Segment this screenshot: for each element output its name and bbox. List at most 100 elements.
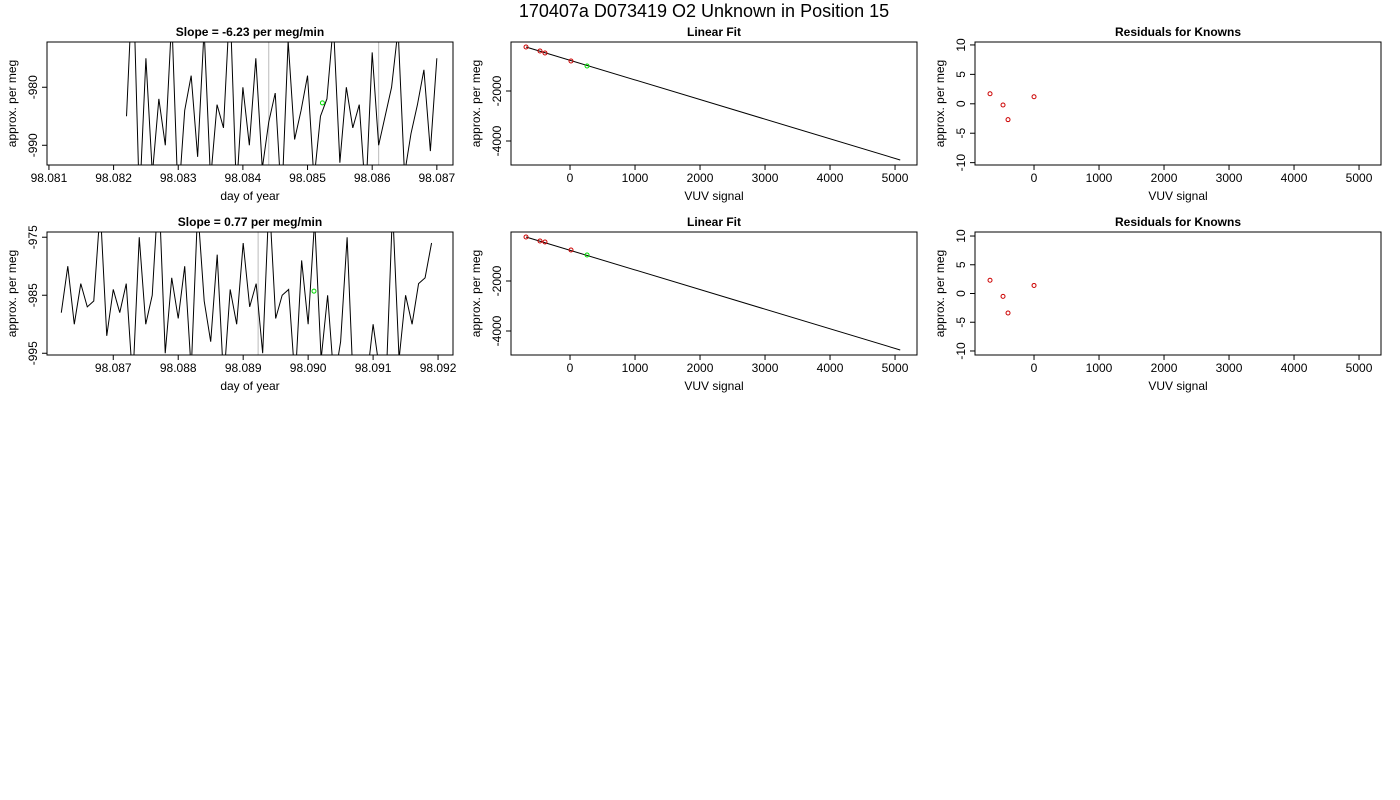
- data-point: [987, 277, 993, 283]
- y-tick-label: 10: [954, 229, 968, 243]
- y-axis-label: approx. per meg: [5, 60, 19, 147]
- plot-area: [60, 232, 433, 355]
- x-tick-label: 98.087: [95, 361, 132, 375]
- x-tick-label: 5000: [882, 171, 909, 185]
- x-tick-label: 1000: [1086, 171, 1113, 185]
- x-tick-label: 5000: [1346, 361, 1373, 375]
- y-tick-label: 10: [954, 38, 968, 52]
- data-point: [311, 288, 317, 294]
- data-point: [987, 91, 993, 97]
- y-tick-label: -2000: [490, 75, 504, 106]
- x-tick-label: 98.088: [160, 361, 197, 375]
- data-point: [568, 58, 574, 64]
- data-point: [542, 50, 548, 56]
- data-point: [319, 100, 325, 106]
- plot-area: [523, 44, 901, 161]
- y-tick-label: -995: [26, 341, 40, 365]
- x-tick-label: 98.092: [420, 361, 457, 375]
- panel: Slope = -6.23 per meg/min day of year appr…: [5, 25, 455, 203]
- x-tick-label: 98.087: [418, 171, 455, 185]
- x-tick-label: 4000: [1281, 171, 1308, 185]
- data-point: [584, 252, 590, 258]
- x-tick-label: 1000: [622, 361, 649, 375]
- x-tick-label: 3000: [1216, 361, 1243, 375]
- y-tick-label: -990: [26, 133, 40, 157]
- panel: Residuals for Knowns VUV signal approx. pe…: [933, 25, 1382, 203]
- y-tick-label: -985: [26, 283, 40, 307]
- y-tick-label: -5: [954, 128, 968, 139]
- y-axis-label: approx. per meg: [469, 250, 483, 337]
- x-tick-label: 3000: [752, 361, 779, 375]
- x-tick-label: 98.086: [354, 171, 391, 185]
- x-tick-label: 98.085: [289, 171, 326, 185]
- plot-area: [987, 277, 1037, 316]
- data-line: [525, 46, 901, 161]
- x-tick-label: 98.082: [95, 171, 132, 185]
- x-axis-label: day of year: [220, 379, 279, 393]
- y-tick-label: 5: [954, 261, 968, 268]
- x-tick-label: 3000: [752, 171, 779, 185]
- x-axis-label: VUV signal: [684, 379, 743, 393]
- panel-title: Linear Fit: [687, 215, 741, 229]
- data-point: [1000, 293, 1006, 299]
- y-tick-label: -975: [26, 225, 40, 249]
- y-tick-label: 0: [954, 100, 968, 107]
- panel-title: Residuals for Knowns: [1115, 215, 1241, 229]
- x-axis-label: day of year: [220, 189, 279, 203]
- x-tick-label: 2000: [1151, 361, 1178, 375]
- plot-frame: [46, 41, 454, 166]
- y-tick-label: -10: [954, 342, 968, 360]
- y-tick-label: -4000: [490, 125, 504, 156]
- y-tick-label: -980: [26, 75, 40, 99]
- data-point: [1000, 102, 1006, 108]
- data-line: [525, 236, 901, 351]
- y-axis-label: approx. per meg: [933, 250, 947, 337]
- x-tick-label: 5000: [882, 361, 909, 375]
- panel: Slope = 0.77 per meg/min day of year appro…: [5, 215, 457, 393]
- y-axis-label: approx. per meg: [933, 60, 947, 147]
- x-tick-label: 1000: [622, 171, 649, 185]
- data-point: [1005, 310, 1011, 316]
- panel-title: Residuals for Knowns: [1115, 25, 1241, 39]
- x-tick-label: 0: [1031, 171, 1038, 185]
- plot-area: [126, 42, 438, 165]
- x-tick-label: 2000: [687, 361, 714, 375]
- plot-area: [987, 91, 1037, 123]
- x-tick-label: 3000: [1216, 171, 1243, 185]
- data-point: [537, 238, 543, 244]
- panel-title: Slope = 0.77 per meg/min: [178, 215, 322, 229]
- x-tick-label: 2000: [687, 171, 714, 185]
- panel-title: Slope = -6.23 per meg/min: [176, 25, 324, 39]
- x-tick-label: 98.083: [160, 171, 197, 185]
- x-tick-label: 98.091: [355, 361, 392, 375]
- data-point: [568, 247, 574, 253]
- plot-frame: [46, 231, 454, 356]
- panel: Residuals for Knowns VUV signal approx. pe…: [933, 215, 1382, 393]
- plot-frame: [974, 231, 1382, 356]
- x-tick-label: 4000: [817, 361, 844, 375]
- x-tick-label: 98.089: [225, 361, 262, 375]
- data-point: [1005, 117, 1011, 123]
- y-tick-label: -2000: [490, 265, 504, 296]
- y-tick-label: -5: [954, 317, 968, 328]
- data-line: [126, 42, 438, 165]
- plot-frame: [510, 231, 918, 356]
- data-point: [523, 234, 529, 240]
- data-point: [1031, 94, 1037, 100]
- x-tick-label: 98.090: [290, 361, 327, 375]
- x-tick-label: 98.081: [31, 171, 68, 185]
- y-tick-label: 0: [954, 290, 968, 297]
- y-tick-label: -10: [954, 154, 968, 172]
- data-point: [523, 44, 529, 50]
- x-axis-label: VUV signal: [1148, 189, 1207, 203]
- y-axis-label: approx. per meg: [469, 60, 483, 147]
- x-tick-label: 0: [1031, 361, 1038, 375]
- data-point: [1031, 282, 1037, 288]
- y-tick-label: 5: [954, 71, 968, 78]
- plot-frame: [974, 41, 1382, 166]
- x-tick-label: 4000: [817, 171, 844, 185]
- figure-title: 170407a D073419 O2 Unknown in Position 1…: [519, 1, 889, 21]
- plot-area: [523, 234, 901, 351]
- x-tick-label: 0: [567, 171, 574, 185]
